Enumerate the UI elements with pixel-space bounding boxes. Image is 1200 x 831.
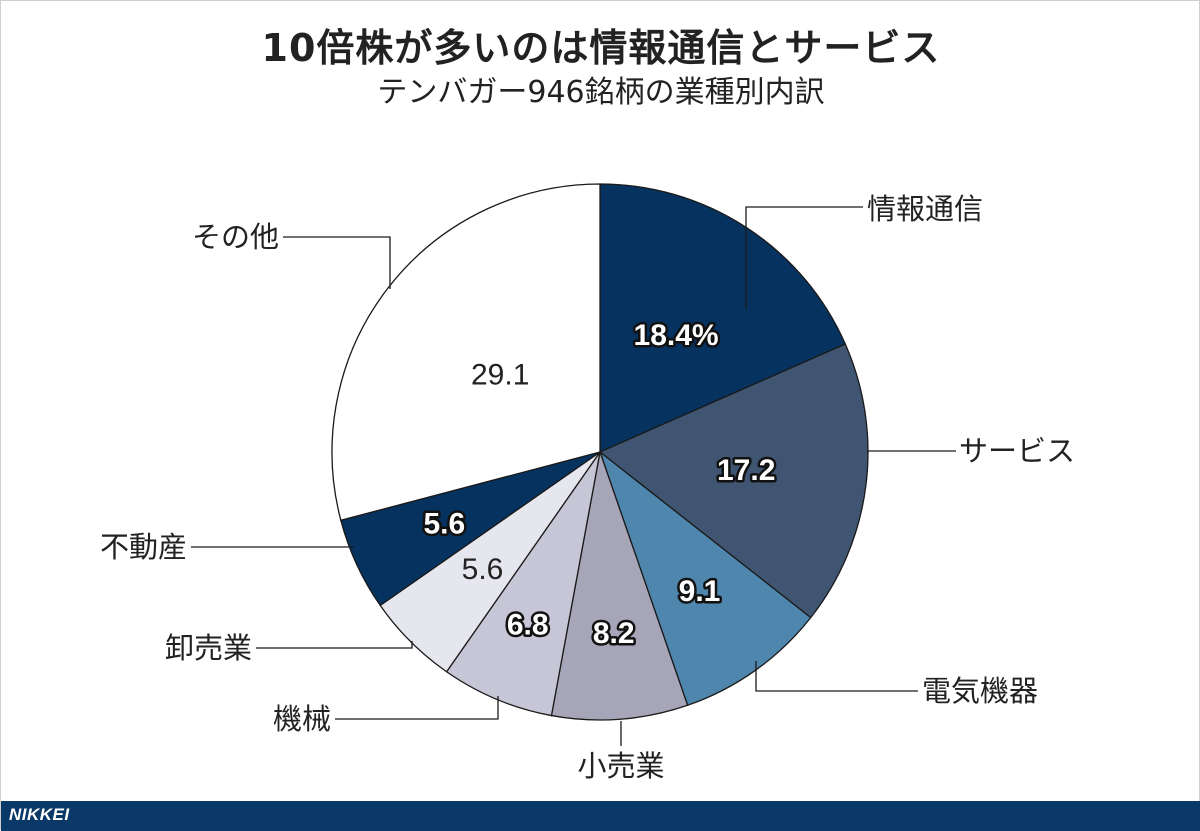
brand-logo-text: NIKKEI <box>9 805 70 824</box>
value-labels: 18.4%17.29.18.26.85.65.629.1 <box>421 316 778 652</box>
leader-line <box>755 661 918 692</box>
footer-bar: NIKKEI <box>1 801 1200 831</box>
leader-lines <box>191 206 956 746</box>
value-label: 5.6 <box>462 553 504 586</box>
pie-slice <box>445 451 601 717</box>
value-label: 18.4% <box>634 319 719 352</box>
category-label: 機械 <box>273 702 331 736</box>
pie-slice <box>550 449 689 721</box>
chart-title: 10倍株が多いのは情報通信とサービス <box>261 26 941 70</box>
category-label: 小売業 <box>577 749 664 783</box>
category-label: 不動産 <box>100 530 187 564</box>
pie-slice <box>331 183 601 522</box>
category-label: 情報通信 <box>867 192 983 226</box>
value-label: 6.8 <box>507 609 549 642</box>
value-label: 9.1 <box>679 575 721 608</box>
leader-line <box>745 206 863 309</box>
pie-chart: 18.4%17.29.18.26.85.65.629.1情報通信サービス電気機器… <box>100 183 1075 783</box>
leader-line <box>335 696 499 720</box>
chart-subtitle: テンバガー946銘柄の業種別内訳 <box>377 75 825 110</box>
category-label: 卸売業 <box>165 631 252 665</box>
category-label: サービス <box>959 434 1075 468</box>
leader-line <box>283 236 391 289</box>
category-label: その他 <box>192 220 279 254</box>
value-label: 5.6 <box>423 508 465 541</box>
pie-slice <box>598 343 869 619</box>
value-label: 17.2 <box>717 454 775 487</box>
value-label: 29.1 <box>471 359 529 392</box>
category-label: 電気機器 <box>922 674 1038 708</box>
pie-slices <box>331 183 869 721</box>
leader-line <box>256 641 413 649</box>
value-label: 8.2 <box>593 617 635 650</box>
